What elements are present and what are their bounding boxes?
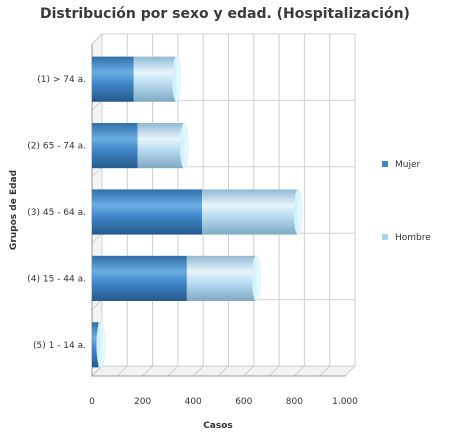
- category-label: (3) 45 - 64 a.: [27, 208, 86, 218]
- bar-mujer-3[interactable]: [92, 189, 203, 235]
- category-label: (1) > 74 a.: [37, 75, 86, 85]
- bar-mujer-1[interactable]: [92, 56, 134, 102]
- gridline-category-side: [91, 365, 103, 377]
- bar-mujer-4[interactable]: [92, 255, 187, 301]
- x-tick-label: 400: [185, 397, 202, 407]
- bar-end-cap-4: [252, 255, 261, 302]
- gridline-floor: [167, 365, 179, 377]
- gridline-floor: [344, 365, 356, 377]
- legend-label-mujer: Mujer: [395, 160, 421, 170]
- y-axis-title: Grupos de Edad: [9, 170, 19, 250]
- bar-end-cap-3: [293, 189, 303, 235]
- bar-hombre-3[interactable]: [202, 189, 299, 235]
- bar-hombre-1[interactable]: [133, 56, 177, 102]
- x-tick-label: 0: [89, 397, 95, 407]
- bar-hombre-2[interactable]: [137, 123, 185, 169]
- x-tick-label: 600: [235, 397, 252, 407]
- bar-mujer-2[interactable]: [92, 123, 138, 169]
- x-tick-label: 800: [286, 397, 303, 407]
- gridline-floor: [243, 365, 255, 377]
- bar-hombre-4[interactable]: [186, 255, 257, 301]
- gridline-category-side: [91, 232, 103, 244]
- gridline-floor: [218, 365, 229, 377]
- category-label: (5) 1 - 14 a.: [33, 341, 86, 351]
- gridline-category-side: [91, 299, 103, 310]
- bar-end-cap-1: [172, 56, 182, 103]
- x-tick-label: 200: [134, 397, 151, 407]
- gridline-floor: [116, 365, 128, 377]
- gridline-category-side: [91, 33, 103, 45]
- gridline-floor: [142, 365, 153, 377]
- category-label: (4) 15 - 44 a.: [27, 274, 86, 284]
- gridline-category-side: [91, 166, 103, 178]
- legend-swatch-mujer: [382, 161, 388, 167]
- gridline-floor: [294, 365, 305, 377]
- bar-end-cap-5: [96, 321, 106, 368]
- gridline-category-side: [91, 100, 103, 111]
- gridline-floor: [268, 365, 280, 377]
- x-tick-label: 1.000: [332, 397, 358, 407]
- gridline-floor: [319, 365, 331, 377]
- legend-swatch-hombre: [382, 234, 388, 240]
- bar-mujer-5[interactable]: [92, 322, 99, 368]
- bar-end-cap-2: [179, 122, 189, 169]
- chart-title: Distribución por sexo y edad. (Hospitali…: [40, 6, 410, 22]
- gridline-floor: [192, 365, 204, 377]
- x-axis-title: Casos: [203, 421, 233, 431]
- legend-label-hombre: Hombre: [395, 233, 431, 243]
- category-label: (2) 65 - 74 a.: [27, 142, 86, 152]
